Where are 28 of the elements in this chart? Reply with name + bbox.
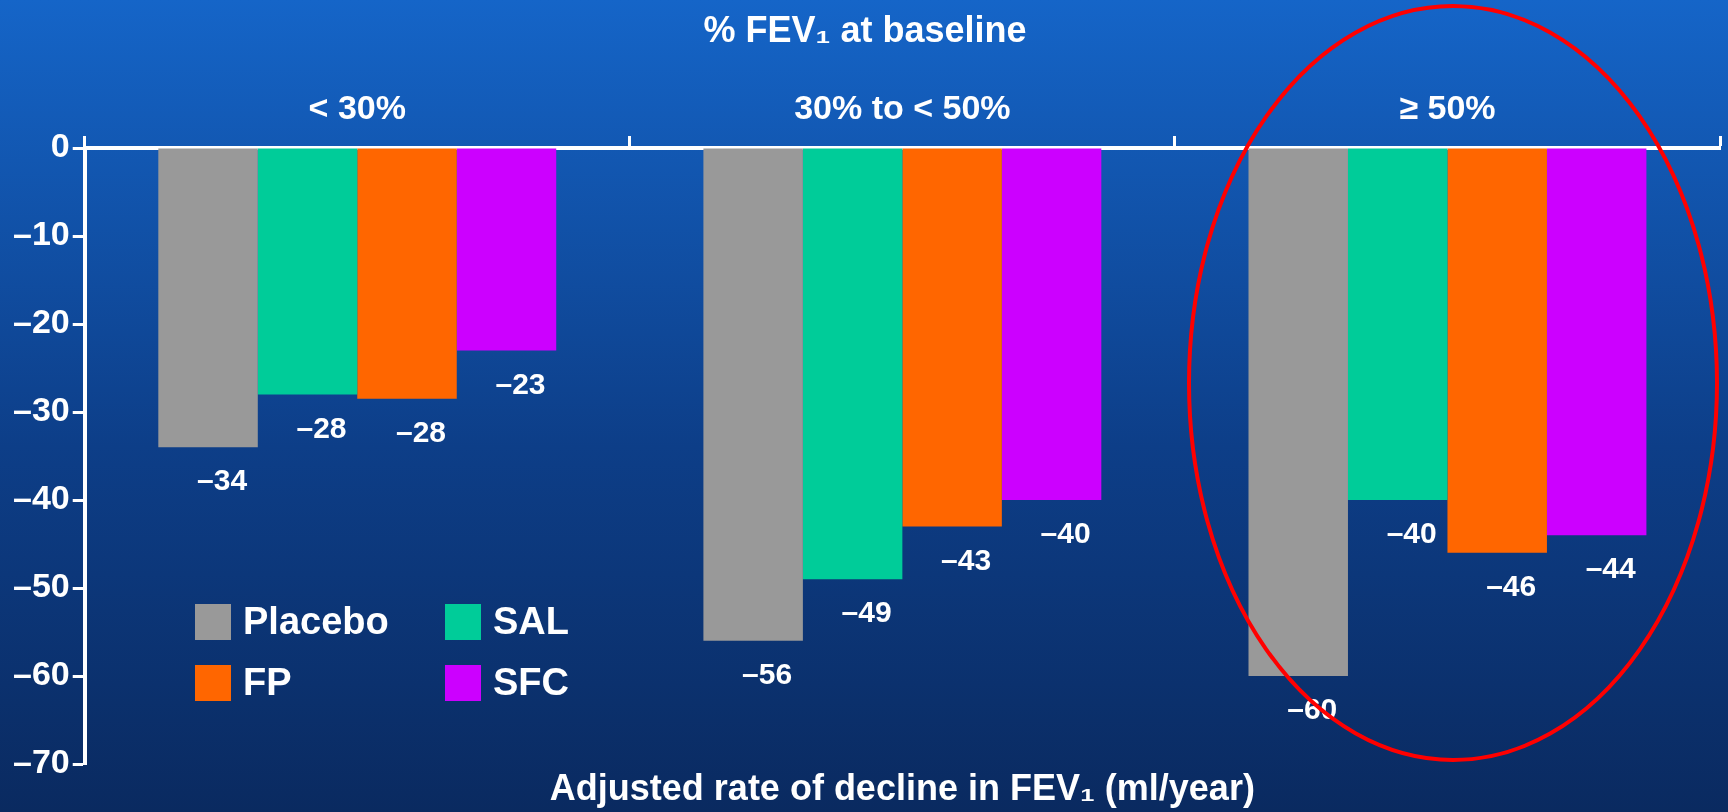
data-label: –40 [1040,516,1091,550]
y-tick-label: –20 [12,302,70,341]
data-label: –28 [296,410,347,444]
y-tick-label: –40 [12,478,70,517]
legend-label: Placebo [243,600,389,643]
legend-label: SFC [493,661,569,704]
x-tick-label: ≥ 50% [1399,87,1496,126]
data-label: –43 [941,542,992,576]
chart-title: % FEV₁ at baseline [703,8,1027,50]
data-label: –23 [495,366,546,400]
y-tick-label: 0 [50,126,70,165]
data-label: –46 [1486,569,1537,603]
data-label: –28 [395,415,447,449]
data-label: –34 [197,463,248,497]
data-label: –56 [742,657,793,691]
y-tick-label: –50 [12,566,70,605]
y-tick-label: –30 [12,390,70,429]
data-label: –40 [1386,516,1437,550]
x-tick-label: < 30% [308,87,406,126]
legend-label: SAL [493,600,569,643]
x-tick-label: 30% to < 50% [794,87,1011,126]
data-label: –49 [841,595,892,629]
y-tick-label: –10 [12,214,70,253]
x-axis-title: Adjusted rate of decline in FEV₁ (ml/year) [549,766,1255,808]
y-tick-label: –70 [12,742,70,781]
data-label: –44 [1585,551,1637,585]
y-tick-label: –60 [12,654,70,693]
legend-label: FP [243,661,292,704]
